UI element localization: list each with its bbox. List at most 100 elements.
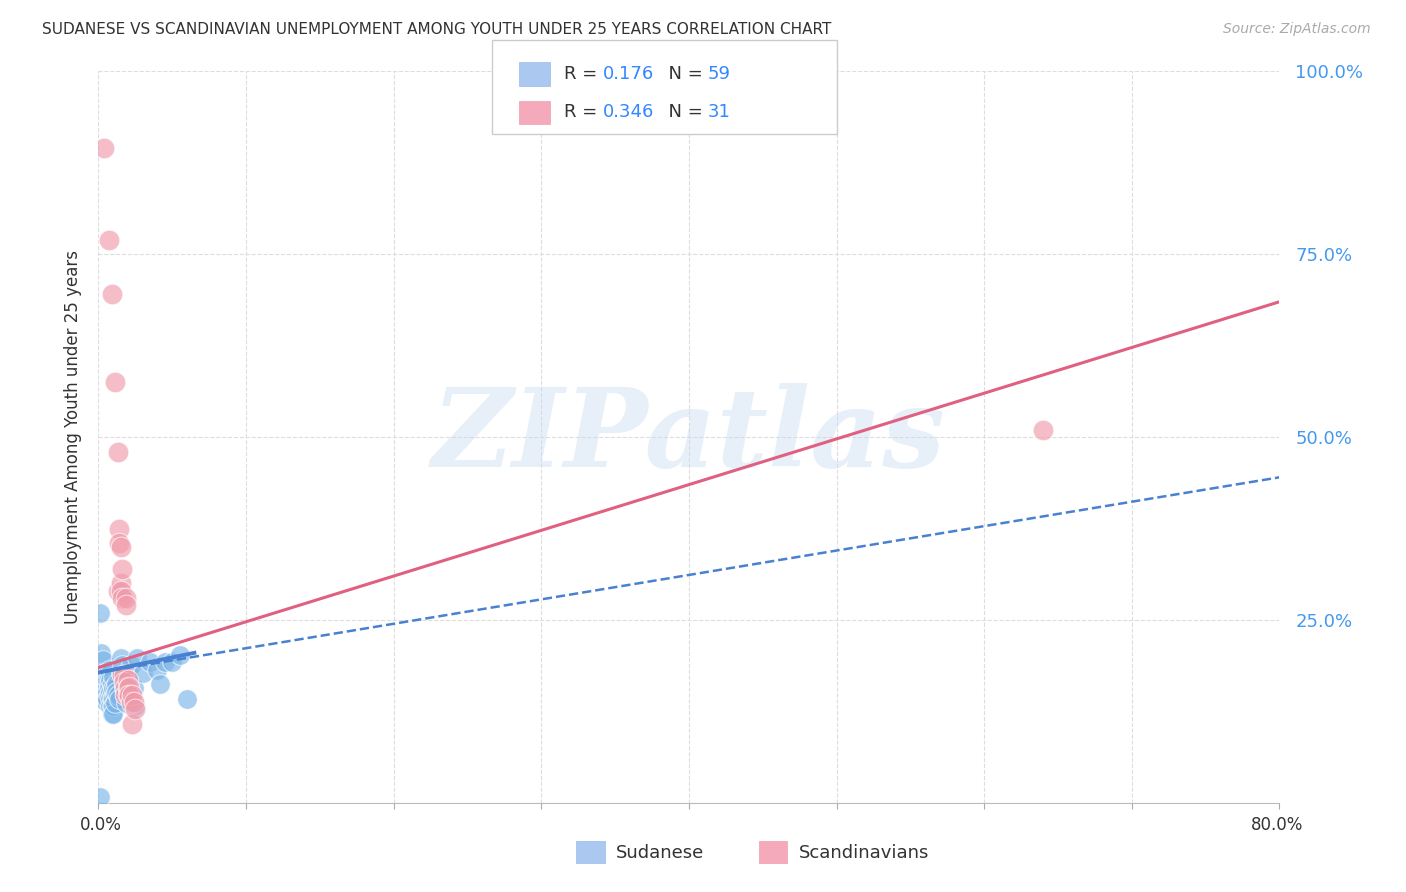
Point [97,688,120,702]
Point [107,444,129,458]
Point [105,684,128,698]
Point [110,651,132,665]
Point [125,651,148,665]
Text: 0.346: 0.346 [603,103,655,121]
Point [139,656,162,670]
Point [114,688,136,702]
Point [97,663,120,677]
Point [115,696,138,710]
Point [122,681,145,695]
Point [103,692,125,706]
Point [96,692,118,706]
Point [91,667,114,681]
Point [162,656,183,670]
Point [176,692,198,706]
Point [104,376,127,390]
Point [96,673,118,687]
Point [146,663,169,677]
Point [149,677,172,691]
Point [98,673,121,687]
Point [110,665,132,680]
Point [111,562,134,576]
Point [98,684,121,698]
Text: 59: 59 [707,65,730,83]
Text: 0.176: 0.176 [603,65,654,83]
Point [98,699,121,714]
Point [117,681,139,695]
Point [108,521,131,535]
Point [124,699,146,714]
Text: Scandinavians: Scandinavians [799,844,929,862]
Point [104,681,127,695]
Point [100,677,122,691]
Point [93,675,115,690]
Point [112,667,135,681]
Point [93,141,115,155]
Point [103,699,125,714]
Point [120,658,142,673]
Point [169,648,191,662]
Point [104,688,127,702]
Point [118,680,141,694]
Point [111,667,134,681]
Point [132,665,155,680]
Point [89,789,111,804]
Text: R =: R = [564,65,603,83]
Point [117,688,139,702]
Point [110,576,132,591]
Text: SUDANESE VS SCANDINAVIAN UNEMPLOYMENT AMONG YOUTH UNDER 25 YEARS CORRELATION CHA: SUDANESE VS SCANDINAVIAN UNEMPLOYMENT AM… [42,22,831,37]
Point [97,670,120,684]
Point [89,606,111,620]
Point [120,695,142,709]
Point [117,665,139,680]
Text: Sudanese: Sudanese [616,844,704,862]
Point [105,677,128,691]
Point [91,653,114,667]
Y-axis label: Unemployment Among Youth under 25 years: Unemployment Among Youth under 25 years [63,250,82,624]
Point [100,706,122,721]
Text: ZIPatlas: ZIPatlas [432,384,946,491]
Point [121,716,143,731]
Point [100,287,122,301]
Point [94,688,117,702]
Point [100,699,122,714]
Point [122,695,145,709]
Point [110,540,132,554]
Point [103,706,125,721]
Point [111,591,134,605]
Point [98,665,121,680]
Point [1032,423,1054,437]
Point [94,695,117,709]
Point [100,684,122,698]
Point [108,692,131,706]
Point [115,599,138,613]
Point [103,681,125,695]
Point [112,681,135,695]
Point [118,688,141,702]
Point [121,688,143,702]
Point [103,670,125,684]
Point [117,673,139,687]
Point [153,656,176,670]
Point [97,677,120,691]
Point [98,692,121,706]
Point [124,702,146,716]
Point [96,684,118,698]
Point [93,665,115,680]
Point [94,680,117,694]
Point [112,675,135,690]
Text: 31: 31 [707,103,730,121]
Point [97,681,120,695]
Point [107,688,129,702]
Text: N =: N = [657,103,709,121]
Point [104,696,127,710]
Point [115,591,138,605]
Text: 80.0%: 80.0% [1250,815,1303,833]
Text: R =: R = [564,103,603,121]
Point [114,681,136,695]
Text: Source: ZipAtlas.com: Source: ZipAtlas.com [1223,22,1371,37]
Point [108,536,131,550]
Text: N =: N = [657,65,709,83]
Point [90,646,112,660]
Point [97,233,120,247]
